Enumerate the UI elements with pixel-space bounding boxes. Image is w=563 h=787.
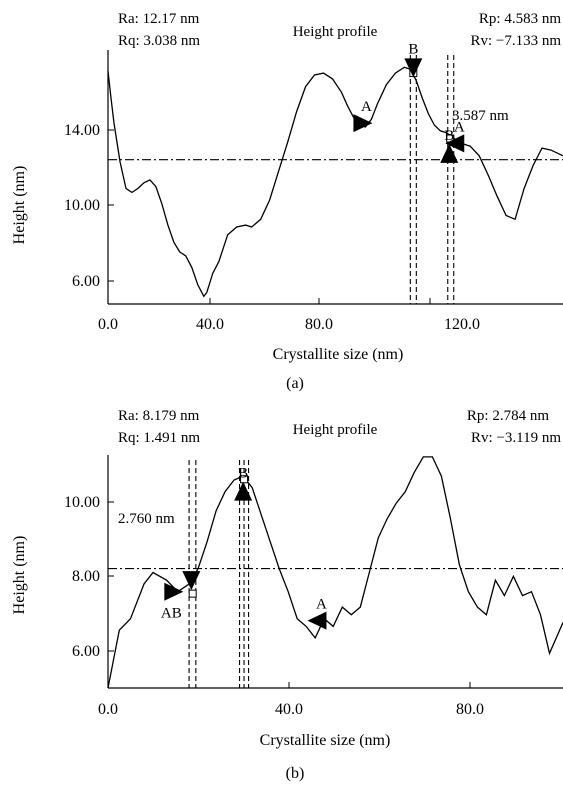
height-difference-annotation: 3.587 nm [452, 108, 509, 124]
x-axis-label: Crystallite size (nm) [273, 346, 404, 363]
rv-label: Rv: −3.119 nm [471, 430, 561, 446]
cursor-label: A [361, 99, 372, 115]
ra-label: Ra: 8.179 nm [118, 408, 200, 424]
y-tick-label: 6.00 [72, 643, 100, 660]
chart-title: Height profile [293, 422, 378, 438]
cursor-pointer-icon[interactable] [164, 582, 184, 601]
y-ticks: 6.00 10.00 14.00 [64, 122, 114, 290]
x-ticks: 0.0 40.0 80.0 120.0 [98, 298, 480, 333]
x-tick-label: 0.0 [98, 316, 118, 333]
cursor-marker [240, 475, 249, 484]
y-tick-label: 8.00 [72, 568, 100, 585]
rv-label: Rv: −7.133 nm [470, 33, 561, 49]
cursor-label: B [238, 466, 248, 482]
y-tick-label: 10.00 [64, 197, 100, 214]
cursor-markers [188, 475, 249, 598]
cursors: AB B A [161, 466, 327, 630]
panel-b: Ra: 8.179 nm Rq: 1.491 nm Height profile… [11, 408, 563, 782]
x-tick-label: 120.0 [444, 316, 480, 333]
x-tick-label: 80.0 [456, 701, 484, 718]
cursor-pointer-icon[interactable] [234, 481, 253, 501]
rq-label: Rq: 1.491 nm [118, 430, 200, 446]
height-profile-line [107, 66, 563, 298]
y-tick-label: 10.00 [64, 494, 100, 511]
chart-title: Height profile [293, 24, 378, 40]
panel-label: (b) [286, 765, 305, 782]
rq-label: Rq: 3.038 nm [118, 33, 200, 49]
x-axis-label: Crystallite size (nm) [260, 732, 391, 749]
panel-label: (a) [286, 375, 304, 392]
height-profile-line [107, 456, 563, 689]
cursor-label: AB [161, 606, 182, 622]
cursor-pointer-icon[interactable] [445, 134, 465, 153]
cursor-pointer-icon[interactable] [440, 143, 459, 163]
y-axis-label: Height (nm) [11, 536, 28, 615]
panel-a: Ra: 12.17 nm Rq: 3.038 nm Height profile… [11, 11, 563, 392]
cursor-pointer-icon[interactable] [307, 611, 327, 630]
cursor-pointer-icon[interactable] [353, 114, 373, 133]
cursor-pointer-icon[interactable] [182, 571, 201, 591]
cursor-label: A [454, 119, 465, 135]
rp-label: Rp: 2.784 nm [467, 408, 549, 424]
height-difference-annotation: 2.760 nm [118, 511, 175, 527]
cursor-label: A [316, 597, 327, 613]
cursor-label: B [444, 128, 454, 144]
x-tick-label: 40.0 [275, 701, 303, 718]
cursor-pointer-icon[interactable] [404, 58, 423, 78]
x-tick-label: 80.0 [305, 316, 333, 333]
x-ticks: 0.0 40.0 80.0 [98, 682, 484, 718]
ra-label: Ra: 12.17 nm [118, 11, 200, 27]
y-ticks: 6.00 8.00 10.00 [64, 494, 114, 660]
y-tick-label: 14.00 [64, 122, 100, 139]
rp-label: Rp: 4.583 nm [479, 11, 561, 27]
cursor-lines [409, 55, 455, 304]
x-tick-label: 40.0 [196, 316, 224, 333]
cursor-label: B [408, 41, 418, 57]
y-tick-label: 6.00 [72, 273, 100, 290]
y-axis-label: Height (nm) [11, 166, 28, 245]
cursor-marker [188, 589, 197, 598]
x-tick-label: 0.0 [98, 701, 118, 718]
